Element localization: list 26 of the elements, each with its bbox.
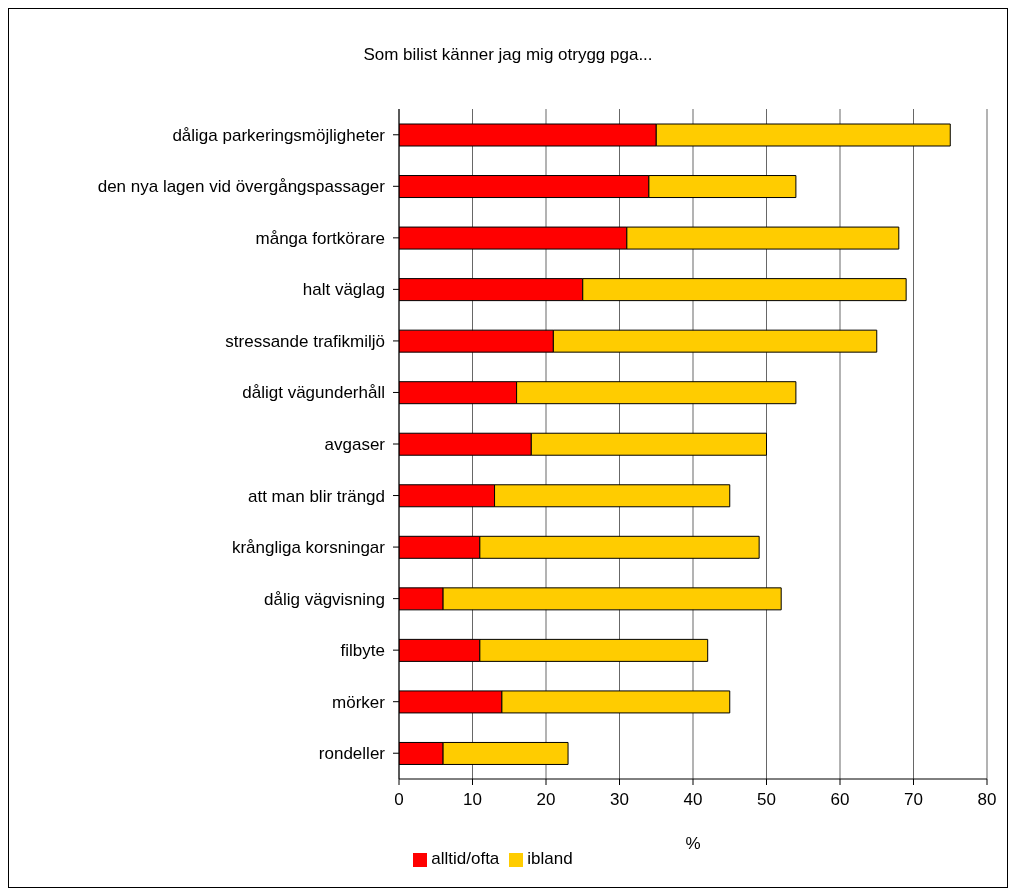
x-axis-title: % [685,834,701,853]
x-tick-label: 30 [610,790,629,810]
x-tick-label: 50 [757,790,776,810]
y-tick-label: rondeller [318,744,386,764]
y-tick-label: avgaser [324,435,386,455]
x-tick-label: 40 [683,790,703,810]
y-tick-label: krångliga korsningar [231,538,386,558]
x-tick-label: 20 [536,790,556,810]
x-tick-label: 10 [463,790,482,810]
y-tick-label: halt väglag [302,280,385,300]
x-tick-label: 0 [394,790,404,810]
y-tick-label: mörker [332,692,386,712]
x-tick-label: 60 [830,790,850,810]
y-tick-label: den nya lagen vid övergångspassager [97,177,386,197]
y-tick-label: dåligt vägunderhåll [242,383,385,403]
x-tick-label: 80 [977,790,997,810]
y-tick-label: dålig vägvisning [264,589,385,609]
y-tick-label: filbyte [340,641,385,661]
y-tick-label: många fortkörare [255,228,385,248]
legend-label: alltid/ofta [431,849,500,868]
y-tick-label: dåliga parkeringsmöjligheter [172,125,386,145]
chart-title: Som bilist känner jag mig otrygg pga... [362,44,654,66]
legend-label: ibland [527,849,573,868]
x-tick-label: 70 [904,790,923,810]
y-tick-label: stressande trafikmiljö [225,331,385,351]
y-tick-label: att man blir trängd [247,486,385,506]
